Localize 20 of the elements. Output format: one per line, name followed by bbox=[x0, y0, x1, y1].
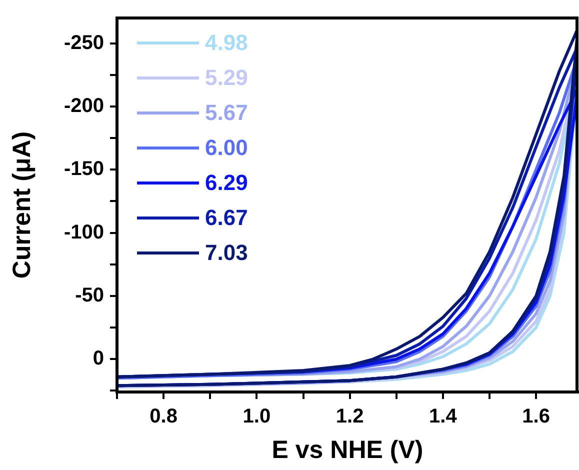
y-tick-label: 0 bbox=[92, 348, 104, 370]
x-tick-label: 1.4 bbox=[429, 406, 458, 428]
legend-label: 6.67 bbox=[205, 205, 248, 230]
y-tick-label: -100 bbox=[64, 221, 104, 244]
y-axis-title: Current (μA) bbox=[8, 131, 36, 279]
x-axis-title: E vs NHE (V) bbox=[272, 436, 424, 464]
legend-label: 7.03 bbox=[205, 240, 248, 266]
y-tick-label: -200 bbox=[64, 94, 104, 117]
legend-label: 4.98 bbox=[205, 30, 248, 56]
x-tick-label: 0.8 bbox=[150, 406, 178, 428]
y-tick-label: -150 bbox=[64, 158, 104, 180]
legend-label: 5.29 bbox=[205, 65, 248, 90]
x-tick-label: 1.6 bbox=[522, 406, 550, 428]
y-tick-label: -250 bbox=[64, 32, 104, 54]
legend-label: 6.29 bbox=[205, 170, 248, 196]
x-tick-label: 1.0 bbox=[242, 406, 271, 428]
legend-label: 5.67 bbox=[205, 100, 248, 126]
legend-label: 6.00 bbox=[205, 135, 248, 160]
y-tick-label: -50 bbox=[75, 284, 104, 306]
x-tick-label: 1.2 bbox=[336, 406, 364, 428]
